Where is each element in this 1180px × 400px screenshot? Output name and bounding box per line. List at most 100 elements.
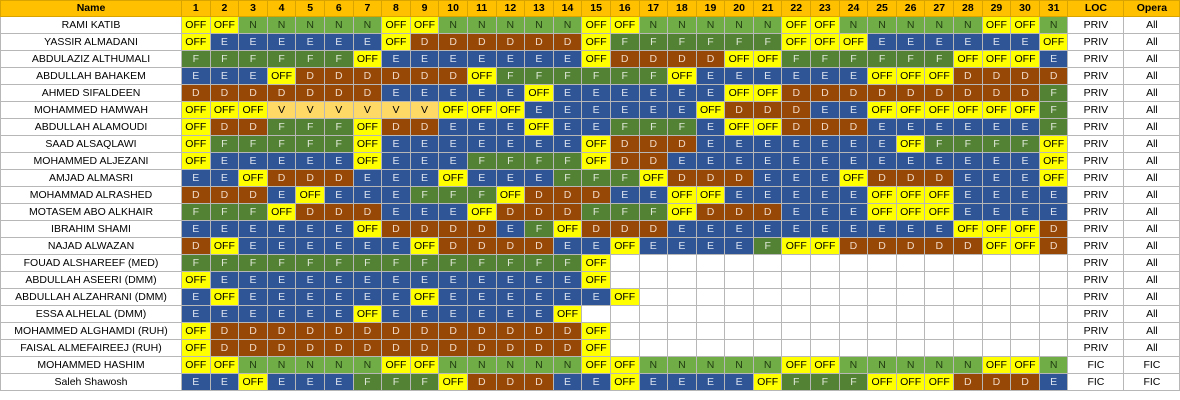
shift-cell[interactable]: E (781, 220, 812, 238)
shift-cell[interactable]: D (724, 203, 754, 221)
opera-cell[interactable]: All (1123, 169, 1180, 187)
shift-cell[interactable]: E (924, 220, 955, 238)
loc-cell[interactable]: PRIV (1067, 339, 1125, 357)
shift-cell[interactable]: OFF (838, 169, 869, 187)
shift-cell[interactable]: D (524, 33, 554, 51)
shift-cell[interactable]: F (1038, 118, 1069, 136)
shift-cell[interactable] (781, 322, 812, 340)
shift-cell[interactable]: D (867, 169, 897, 187)
shift-cell[interactable]: F (524, 254, 554, 272)
opera-cell[interactable]: All (1123, 135, 1180, 153)
employee-name-cell[interactable]: FOUAD ALSHAREEF (MED) (0, 254, 182, 272)
shift-cell[interactable]: D (352, 322, 383, 340)
shift-cell[interactable] (810, 271, 840, 289)
shift-cell[interactable]: D (638, 220, 669, 238)
loc-cell[interactable]: PRIV (1067, 152, 1125, 170)
header-day-24[interactable]: 24 (838, 0, 869, 17)
shift-cell[interactable] (667, 339, 697, 357)
shift-cell[interactable]: D (609, 152, 640, 170)
opera-cell[interactable]: All (1123, 322, 1180, 340)
shift-cell[interactable]: D (466, 237, 497, 255)
shift-cell[interactable]: D (1010, 84, 1040, 102)
shift-cell[interactable]: E (238, 152, 268, 170)
shift-cell[interactable]: E (1010, 203, 1040, 221)
shift-cell[interactable]: E (295, 237, 325, 255)
shift-cell[interactable]: D (266, 339, 297, 357)
shift-cell[interactable]: F (381, 254, 411, 272)
opera-cell[interactable]: All (1123, 305, 1180, 323)
shift-cell[interactable]: F (295, 135, 325, 153)
shift-cell[interactable]: D (638, 152, 669, 170)
shift-cell[interactable]: E (409, 203, 440, 221)
shift-cell[interactable]: OFF (609, 16, 640, 34)
shift-cell[interactable]: E (323, 33, 354, 51)
shift-cell[interactable]: D (495, 373, 526, 391)
shift-cell[interactable]: E (953, 118, 983, 136)
shift-cell[interactable]: OFF (1010, 101, 1040, 119)
shift-cell[interactable] (867, 305, 897, 323)
shift-cell[interactable] (638, 339, 669, 357)
shift-cell[interactable]: E (438, 118, 468, 136)
shift-cell[interactable]: D (466, 220, 497, 238)
shift-cell[interactable] (867, 339, 897, 357)
shift-cell[interactable]: F (352, 373, 383, 391)
shift-cell[interactable]: E (695, 118, 726, 136)
shift-cell[interactable]: E (323, 288, 354, 306)
shift-cell[interactable]: E (466, 288, 497, 306)
shift-cell[interactable]: E (724, 135, 754, 153)
shift-cell[interactable] (695, 305, 726, 323)
shift-cell[interactable]: E (895, 152, 926, 170)
shift-cell[interactable]: D (495, 322, 526, 340)
shift-cell[interactable] (867, 271, 897, 289)
shift-cell[interactable]: D (381, 339, 411, 357)
shift-cell[interactable] (981, 271, 1012, 289)
shift-cell[interactable]: D (266, 84, 297, 102)
shift-cell[interactable]: F (409, 186, 440, 204)
shift-cell[interactable] (1010, 288, 1040, 306)
shift-cell[interactable]: E (438, 288, 468, 306)
shift-cell[interactable]: E (266, 288, 297, 306)
shift-cell[interactable]: E (667, 373, 697, 391)
shift-cell[interactable]: D (381, 118, 411, 136)
shift-cell[interactable]: F (838, 50, 869, 68)
shift-cell[interactable]: OFF (181, 271, 211, 289)
opera-cell[interactable]: All (1123, 339, 1180, 357)
shift-cell[interactable]: E (667, 84, 697, 102)
shift-cell[interactable]: E (524, 135, 554, 153)
header-day-15[interactable]: 15 (581, 0, 611, 17)
shift-cell[interactable]: E (524, 101, 554, 119)
employee-name-cell[interactable]: RAMI KATIB (0, 16, 182, 34)
opera-cell[interactable]: All (1123, 67, 1180, 85)
shift-cell[interactable]: E (810, 101, 840, 119)
shift-cell[interactable]: OFF (581, 135, 611, 153)
shift-cell[interactable]: D (953, 84, 983, 102)
shift-cell[interactable]: D (209, 118, 240, 136)
shift-cell[interactable]: D (352, 203, 383, 221)
shift-cell[interactable]: OFF (495, 101, 526, 119)
shift-cell[interactable]: OFF (581, 50, 611, 68)
shift-cell[interactable]: D (781, 84, 812, 102)
shift-cell[interactable]: OFF (466, 67, 497, 85)
loc-cell[interactable]: PRIV (1067, 271, 1125, 289)
shift-cell[interactable]: F (238, 254, 268, 272)
shift-cell[interactable]: F (867, 50, 897, 68)
shift-cell[interactable]: F (209, 50, 240, 68)
shift-cell[interactable]: F (524, 220, 554, 238)
shift-cell[interactable]: E (810, 220, 840, 238)
shift-cell[interactable]: E (781, 203, 812, 221)
shift-cell[interactable]: E (295, 220, 325, 238)
shift-cell[interactable]: N (1038, 356, 1069, 374)
loc-cell[interactable]: PRIV (1067, 67, 1125, 85)
shift-cell[interactable]: OFF (695, 186, 726, 204)
loc-cell[interactable]: PRIV (1067, 237, 1125, 255)
shift-cell[interactable]: V (295, 101, 325, 119)
shift-cell[interactable]: E (381, 271, 411, 289)
shift-cell[interactable]: F (466, 254, 497, 272)
shift-cell[interactable]: F (581, 67, 611, 85)
shift-cell[interactable]: OFF (867, 67, 897, 85)
shift-cell[interactable]: F (295, 50, 325, 68)
shift-cell[interactable] (838, 271, 869, 289)
shift-cell[interactable]: F (466, 186, 497, 204)
shift-cell[interactable]: OFF (810, 237, 840, 255)
shift-cell[interactable] (981, 254, 1012, 272)
